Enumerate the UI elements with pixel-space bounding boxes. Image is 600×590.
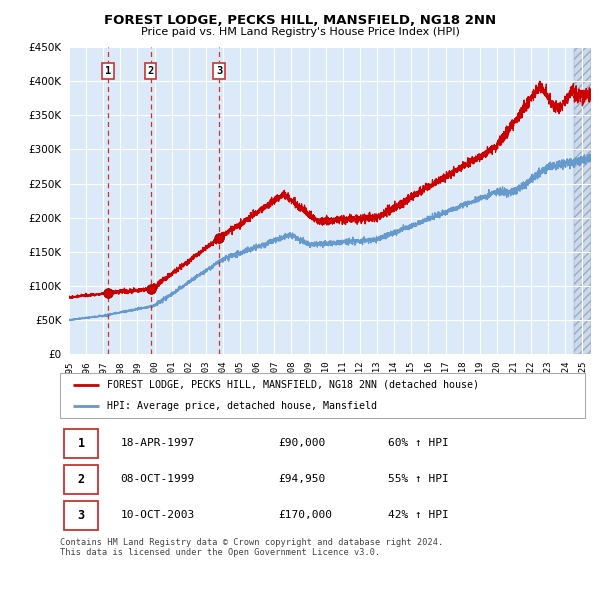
Text: 2: 2 bbox=[148, 66, 154, 76]
Text: 18-APR-1997: 18-APR-1997 bbox=[121, 438, 194, 448]
Text: £94,950: £94,950 bbox=[278, 474, 325, 484]
Text: 1: 1 bbox=[105, 66, 112, 76]
Text: 60% ↑ HPI: 60% ↑ HPI bbox=[388, 438, 449, 448]
Text: FOREST LODGE, PECKS HILL, MANSFIELD, NG18 2NN: FOREST LODGE, PECKS HILL, MANSFIELD, NG1… bbox=[104, 14, 496, 27]
Text: 08-OCT-1999: 08-OCT-1999 bbox=[121, 474, 194, 484]
Bar bbox=[574, 47, 591, 354]
Text: £170,000: £170,000 bbox=[278, 510, 332, 520]
Text: 3: 3 bbox=[78, 509, 85, 522]
FancyBboxPatch shape bbox=[64, 429, 98, 458]
FancyBboxPatch shape bbox=[60, 373, 585, 418]
Text: 2: 2 bbox=[78, 473, 85, 486]
FancyBboxPatch shape bbox=[64, 465, 98, 494]
Text: 1: 1 bbox=[78, 437, 85, 450]
Bar bbox=[574, 47, 591, 354]
Text: 3: 3 bbox=[216, 66, 222, 76]
Text: 10-OCT-2003: 10-OCT-2003 bbox=[121, 510, 194, 520]
Text: HPI: Average price, detached house, Mansfield: HPI: Average price, detached house, Mans… bbox=[107, 401, 377, 411]
Text: £90,000: £90,000 bbox=[278, 438, 325, 448]
Text: FOREST LODGE, PECKS HILL, MANSFIELD, NG18 2NN (detached house): FOREST LODGE, PECKS HILL, MANSFIELD, NG1… bbox=[107, 380, 479, 390]
Text: Contains HM Land Registry data © Crown copyright and database right 2024.
This d: Contains HM Land Registry data © Crown c… bbox=[60, 538, 443, 558]
Text: Price paid vs. HM Land Registry's House Price Index (HPI): Price paid vs. HM Land Registry's House … bbox=[140, 27, 460, 37]
Text: 55% ↑ HPI: 55% ↑ HPI bbox=[388, 474, 449, 484]
Text: 42% ↑ HPI: 42% ↑ HPI bbox=[388, 510, 449, 520]
FancyBboxPatch shape bbox=[64, 501, 98, 530]
